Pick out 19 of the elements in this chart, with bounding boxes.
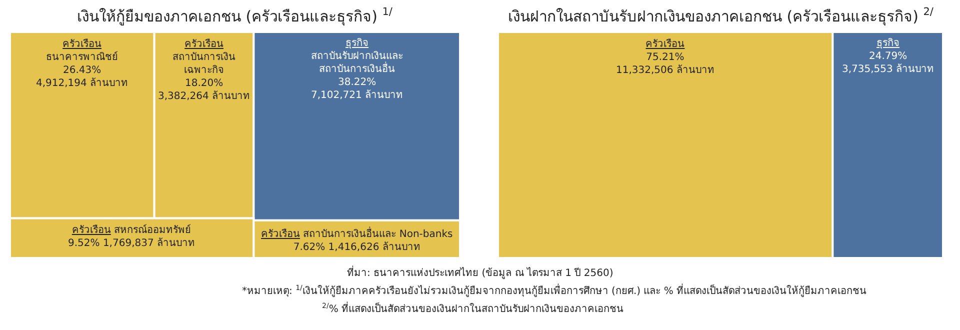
text: เงินให้กู้ยืมของภาคเอกชน (ครัวเรือนและธุรกิจ) $^{1/}$ xyxy=(77,6,393,26)
category-label: ธุรกิจ xyxy=(876,38,900,49)
data-label: 18.20% 3,382,264 ล้านบาท xyxy=(158,78,250,102)
text: *หมายเหตุ: $^{1/}$เงินให้กู้ยืมภาคครัวเรือนยังไม่รวมเงินกู้ยืมจากกองทุนกู้ยืมเพื่อการศึกษา (กยศ.) และ % ที่แสดงเป็นสัดส่วนของเงินให้กู้ยืมภาคเอกชน xyxy=(242,283,867,297)
category-label: ธุรกิจ สถาบันรับฝากเงินและ สถาบันการเงินอื่น xyxy=(311,38,404,75)
text: ที่มา: ธนาคารแห่งประเทศไทย (ข้อมูล ณ ไตรมาส 1 ปี 2560) xyxy=(347,265,614,279)
data-label: 24.79% 3,735,553 ล้านบาท xyxy=(842,51,934,75)
category-label: ครัวเรือน สถาบันการเงินอื่นและ Non-banks xyxy=(261,226,453,240)
data-label: 26.43% 4,912,194 ล้านบาท xyxy=(36,65,128,89)
text: เงินฝากในสถาบันรับฝากเงินของภาคเอกชน (ครัวเรือนและธุรกิจ) $^{2/}$ xyxy=(508,6,934,26)
text: $^{2/}$% ที่แสดงเป็นสัดส่วนของเงินฝากในสถาบันรับฝากเงินของภาคเอกชน xyxy=(322,301,624,315)
data-label: 38.22% 7,102,721 ล้านบาท xyxy=(311,77,404,101)
category-label: ครัวเรือน สถาบันการเงิน เฉพาะกิจ xyxy=(172,38,236,76)
category-label: ครัวเรือน สหกรณ์ออมทรัพย์ xyxy=(72,224,192,236)
data-label: 75.21% 11,332,506 ล้านบาท xyxy=(616,52,714,76)
data-label: 7.62% 1,416,626 ล้านบาท xyxy=(293,241,420,253)
category-label: ครัวเรือน ธนาคารพาณิชย์ xyxy=(46,38,118,63)
category-label: ครัวเรือน xyxy=(646,38,685,50)
data-label: 9.52% 1,769,837 ล้านบาท xyxy=(68,237,196,249)
